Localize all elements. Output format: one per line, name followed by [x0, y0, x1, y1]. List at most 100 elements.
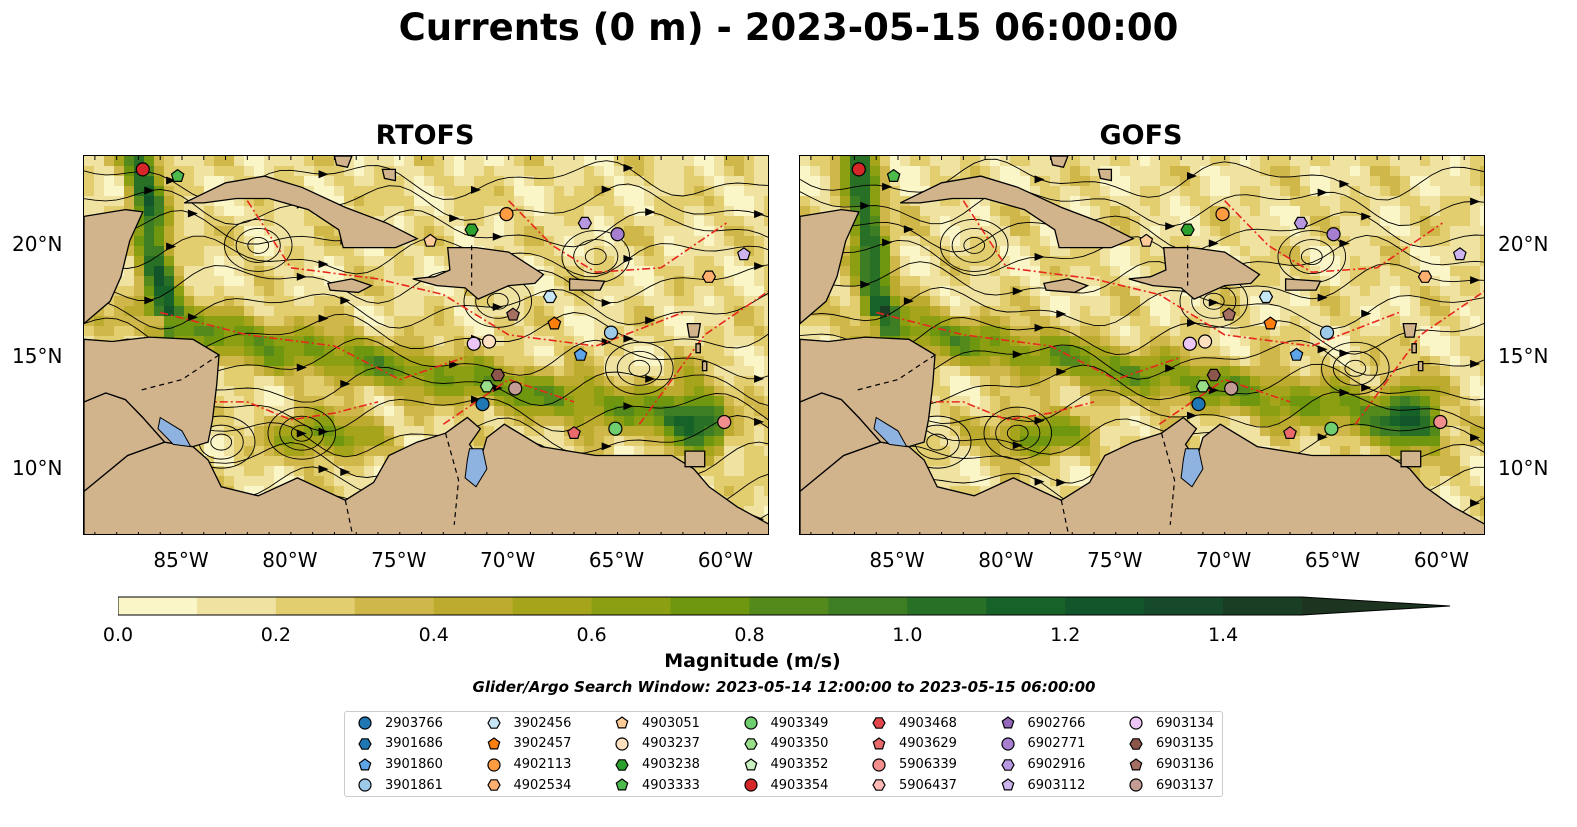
legend-marker[interactable] — [872, 757, 886, 772]
float-marker-6903136[interactable] — [1222, 307, 1236, 321]
float-marker-4903333[interactable] — [170, 168, 185, 182]
float-marker-6903134[interactable] — [466, 336, 481, 351]
colorbar-label: Magnitude (m/s) — [664, 650, 841, 672]
float-marker-6903134[interactable] — [1182, 336, 1197, 351]
legend-marker[interactable] — [872, 717, 886, 729]
float-marker-6902916[interactable] — [1293, 216, 1309, 230]
float-marker-6903137[interactable] — [508, 381, 523, 396]
legend-marker[interactable] — [615, 737, 629, 751]
legend-marker[interactable] — [1001, 716, 1014, 729]
float-marker-4903237[interactable] — [481, 334, 497, 349]
legend-label: 3901861 — [385, 777, 443, 793]
legend-label: 6902916 — [1027, 757, 1086, 773]
legend-marker[interactable] — [872, 737, 886, 750]
legend-marker[interactable] — [486, 779, 501, 792]
legend-marker[interactable] — [487, 737, 500, 750]
legend-marker[interactable] — [1000, 758, 1015, 771]
float-marker-6903135[interactable] — [490, 368, 505, 382]
legend-marker[interactable] — [358, 716, 372, 730]
float-marker-4903350[interactable] — [479, 380, 495, 393]
legend-marker[interactable] — [358, 778, 372, 792]
legend-marker-circle-icon — [1129, 778, 1143, 792]
float-marker-6903135[interactable] — [1206, 368, 1221, 382]
legend-marker-circle-icon — [743, 716, 758, 730]
legend-marker[interactable] — [743, 778, 758, 792]
colorbar-segment — [275, 597, 356, 615]
float-marker-2903766[interactable] — [475, 397, 490, 412]
legend-marker[interactable] — [1129, 757, 1143, 771]
map-gofs[interactable] — [799, 155, 1485, 535]
land — [800, 156, 1484, 534]
legend-marker-hexagon-icon — [743, 737, 758, 750]
float-marker-4903333[interactable] — [886, 168, 901, 182]
legend-marker[interactable] — [744, 757, 757, 771]
legend-marker[interactable] — [615, 716, 629, 729]
float-marker-6903136[interactable] — [506, 307, 520, 321]
map-canvas — [800, 156, 1484, 534]
float-marker-6902771[interactable] — [1326, 227, 1341, 242]
float-marker-6903112[interactable] — [1452, 247, 1467, 261]
legend-marker[interactable] — [486, 717, 501, 729]
float-marker-4903349[interactable] — [608, 421, 623, 436]
float-marker-4903238[interactable] — [1180, 223, 1195, 236]
colorbar-segment — [670, 597, 750, 615]
float-marker-6902916[interactable] — [577, 216, 593, 230]
lon-tick-label: 80°W — [978, 548, 1034, 572]
legend-marker[interactable] — [743, 716, 758, 730]
float-marker-4903354[interactable] — [135, 162, 150, 177]
legend-label: 4903238 — [642, 757, 700, 773]
float-marker-4903350[interactable] — [1195, 380, 1211, 393]
float-marker-4902113[interactable] — [499, 207, 514, 222]
legend-marker[interactable] — [872, 779, 886, 792]
colorbar-segment — [591, 597, 672, 615]
legend-marker[interactable] — [1129, 737, 1143, 750]
float-marker-4903051[interactable] — [423, 233, 438, 247]
legend-item: 3902457 — [486, 735, 571, 753]
float-marker-3902457[interactable] — [1263, 316, 1278, 330]
float-marker-3901861[interactable] — [603, 325, 619, 340]
float-marker-4902113[interactable] — [1215, 207, 1230, 222]
float-marker-4902534[interactable] — [1417, 270, 1433, 283]
legend-marker-circle-icon — [743, 778, 758, 792]
legend-marker[interactable] — [1129, 716, 1143, 730]
float-marker-4903629[interactable] — [567, 425, 581, 439]
float-marker-6903112[interactable] — [736, 247, 751, 261]
legend-item: 5906437 — [871, 776, 957, 794]
colorbar-segment — [354, 597, 435, 615]
float-marker-6903137[interactable] — [1224, 381, 1239, 396]
legend-marker[interactable] — [1000, 737, 1015, 751]
map-rtofs[interactable] — [83, 155, 769, 535]
float-marker-4903238[interactable] — [464, 223, 479, 236]
float-marker-3901860[interactable] — [1289, 347, 1304, 361]
float-marker-4903237[interactable] — [1197, 334, 1213, 349]
colorbar-tick-label: 0.8 — [734, 624, 765, 646]
float-marker-4903051[interactable] — [1139, 233, 1154, 247]
legend-marker[interactable] — [615, 778, 629, 791]
float-marker-3902456[interactable] — [542, 290, 558, 304]
legend-marker-pentagon-icon — [1001, 778, 1014, 791]
float-marker-3901861[interactable] — [1319, 325, 1335, 340]
float-marker-4903354[interactable] — [851, 162, 866, 177]
float-marker-5906339[interactable] — [717, 414, 732, 430]
float-marker-4902534[interactable] — [701, 270, 717, 283]
float-marker-2903766[interactable] — [1191, 397, 1206, 412]
legend-marker[interactable] — [1129, 778, 1143, 792]
legend-label: 6903135 — [1156, 736, 1214, 752]
float-marker-5906339[interactable] — [1433, 414, 1448, 430]
float-marker-4903349[interactable] — [1324, 421, 1339, 436]
legend-item: 2903766 — [357, 714, 443, 732]
legend-marker[interactable] — [358, 737, 372, 750]
legend-marker[interactable] — [358, 757, 372, 771]
colorbar-tick-label: 0.6 — [576, 624, 607, 646]
float-marker-3901860[interactable] — [573, 347, 588, 361]
float-marker-4903629[interactable] — [1283, 425, 1297, 439]
legend-marker[interactable] — [615, 758, 629, 771]
colorbar-tick-label: 1.4 — [1207, 624, 1239, 646]
legend-label: 4903468 — [899, 715, 957, 731]
float-marker-3902456[interactable] — [1258, 290, 1274, 304]
legend-marker[interactable] — [1001, 778, 1014, 791]
legend-marker[interactable] — [743, 737, 758, 750]
float-marker-3902457[interactable] — [547, 316, 562, 330]
legend-marker[interactable] — [486, 757, 501, 772]
float-marker-6902771[interactable] — [610, 227, 625, 242]
